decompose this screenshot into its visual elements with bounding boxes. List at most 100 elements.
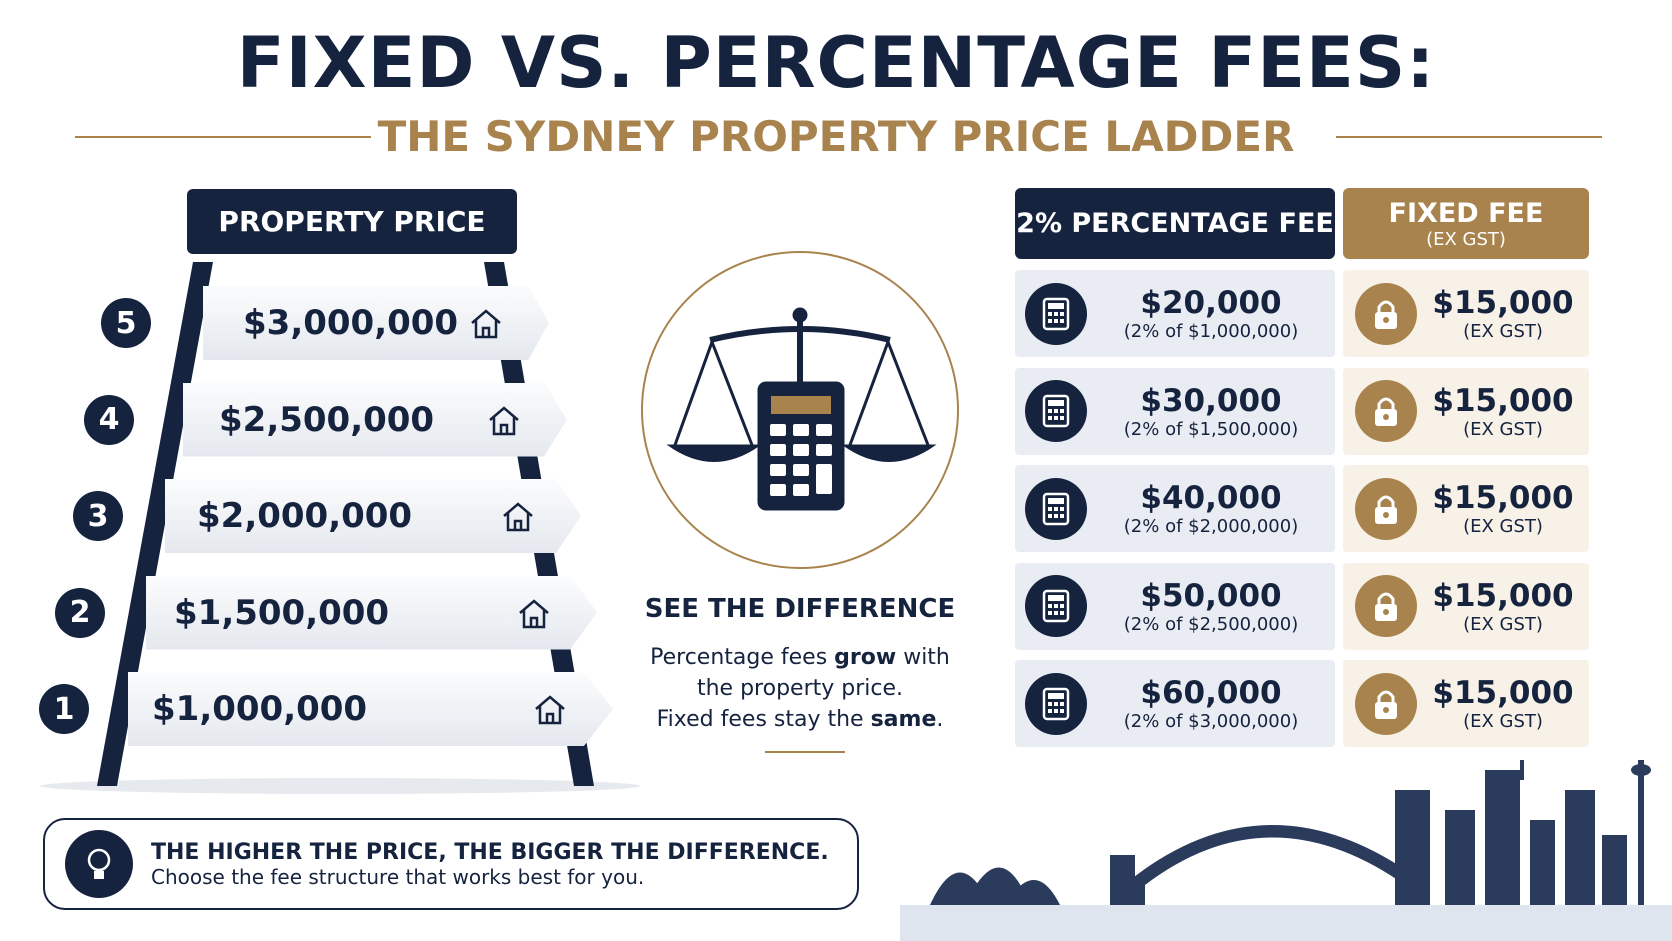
- percentage-note: (2% of $3,000,000): [1123, 711, 1299, 732]
- step-number: 2: [55, 587, 105, 638]
- fixed-note: (EX GST): [1463, 418, 1543, 440]
- percentage-header: 2% PERCENTAGE FEE: [1015, 188, 1335, 259]
- house: [486, 403, 522, 437]
- price: $1,500,000: [174, 592, 390, 633]
- footer-headline: THE HIGHER THE PRICE, THE BIGGER THE DIF…: [151, 839, 829, 865]
- footer-text: Choose the fee structure that works best…: [151, 864, 645, 889]
- fixed-cell: $15,000 (EX GST): [1343, 660, 1589, 747]
- percentage-fee: $60,000: [1140, 675, 1282, 711]
- fixed-header-note: (EX GST): [1426, 228, 1506, 250]
- ladder-step: $3,000,000: [203, 286, 549, 360]
- calc-icon: [1042, 589, 1070, 623]
- lock-badge: [1355, 575, 1417, 637]
- body-text: grow: [834, 645, 897, 670]
- percentage-cell: $30,000 (2% of $1,500,000): [1015, 367, 1335, 455]
- body-line: Fixed fees stay the same.: [600, 704, 1000, 735]
- body-text: Percentage fees: [650, 645, 835, 670]
- fixed-note: (EX GST): [1463, 321, 1543, 342]
- ladder-step: $1,000,000: [128, 672, 613, 746]
- bulb: [87, 848, 111, 879]
- percentage-fee: $30,000: [1140, 382, 1282, 419]
- fixed-header: FIXED FEE (EX GST): [1343, 188, 1589, 259]
- ladder-step: $2,500,000: [183, 382, 567, 457]
- body-line: the property price.: [600, 673, 1000, 704]
- body-line: Percentage fees grow with: [600, 642, 1000, 673]
- percentage-fee: $50,000: [1140, 577, 1282, 614]
- bulb-icon: [65, 830, 133, 898]
- fixed-text: $15,000 (EX GST): [1417, 383, 1589, 440]
- fixed-text: $15,000 (EX GST): [1417, 285, 1589, 342]
- calc-icon: [1042, 394, 1070, 428]
- center-heading: SEE THE DIFFERENCE: [644, 594, 956, 624]
- lock-badge: [1355, 672, 1417, 735]
- fixed-text: $15,000 (EX GST): [1417, 578, 1589, 635]
- calc-icon: [1042, 687, 1070, 720]
- percentage-text: $50,000 (2% of $2,500,000): [1087, 578, 1335, 635]
- calc-icon: [1042, 297, 1070, 330]
- percentage-note: (2% of $2,000,000): [1123, 516, 1299, 537]
- percentage-text: $20,000 (2% of $1,000,000): [1087, 285, 1335, 342]
- calc-badge: [1025, 380, 1087, 442]
- fixed-fee: $15,000: [1432, 675, 1574, 711]
- ladder-step: $2,000,000: [165, 479, 581, 553]
- house: [532, 692, 568, 726]
- percentage-text: $30,000 (2% of $1,500,000): [1087, 383, 1335, 440]
- fixed-note: (EX GST): [1463, 711, 1543, 732]
- fixed-header-title: FIXED FEE: [1388, 197, 1544, 229]
- house-icon: [535, 695, 565, 725]
- fixed-note: (EX GST): [1463, 516, 1543, 537]
- fixed-cell: $15,000 (EX GST): [1343, 270, 1589, 357]
- house: [500, 499, 536, 533]
- fixed-fee: $15,000: [1432, 480, 1574, 516]
- house-icon: [471, 309, 501, 339]
- calc-badge: [1025, 477, 1087, 540]
- fixed-cell: $15,000 (EX GST): [1343, 367, 1589, 455]
- lock-icon: [1375, 690, 1397, 719]
- footer-box: THE HIGHER THE PRICE, THE BIGGER THE DIF…: [43, 818, 859, 910]
- shadow: [40, 778, 640, 794]
- step-number: 3: [73, 491, 123, 541]
- calculator-keys: [770, 424, 832, 496]
- price: $2,500,000: [219, 399, 435, 440]
- percentage-cell: $20,000 (2% of $1,000,000): [1015, 270, 1335, 357]
- fixed-note: (EX GST): [1463, 613, 1543, 635]
- lock-badge: [1355, 477, 1417, 540]
- step-number: 5: [101, 298, 151, 348]
- percentage-cell: $50,000 (2% of $2,500,000): [1015, 562, 1335, 650]
- price: $1,000,000: [152, 689, 368, 729]
- step-number: 4: [84, 394, 134, 445]
- percentage-cell: $40,000 (2% of $2,000,000): [1015, 465, 1335, 552]
- ladder-step: $1,500,000: [146, 575, 597, 650]
- house-icon: [489, 405, 519, 435]
- price: $3,000,000: [243, 303, 459, 343]
- fixed-text: $15,000 (EX GST): [1417, 675, 1589, 732]
- center-body: Percentage fees grow with the property pr…: [600, 642, 1000, 735]
- house: [468, 306, 504, 340]
- fixed-cell: $15,000 (EX GST): [1343, 465, 1589, 552]
- house-icon: [519, 598, 549, 628]
- fixed-cell: $15,000 (EX GST): [1343, 562, 1589, 650]
- price: $2,000,000: [197, 496, 413, 536]
- percentage-fee: $40,000: [1140, 480, 1282, 516]
- fixed-text: $15,000 (EX GST): [1417, 480, 1589, 537]
- lock-badge: [1355, 380, 1417, 442]
- ladder-heading: PROPERTY PRICE: [187, 189, 517, 254]
- percentage-text: $40,000 (2% of $2,000,000): [1087, 480, 1335, 537]
- percentage-note: (2% of $1,500,000): [1123, 418, 1299, 440]
- skyline: [900, 760, 1672, 941]
- rule: [75, 136, 371, 138]
- subtitle: THE SYDNEY PROPERTY PRICE LADDER: [377, 112, 1295, 161]
- calc-badge: [1025, 282, 1087, 345]
- lock-badge: [1355, 282, 1417, 345]
- calculator-screen: [771, 396, 831, 414]
- body-text: the property price.: [696, 676, 903, 701]
- house-icon: [503, 502, 533, 532]
- calc-badge: [1025, 575, 1087, 637]
- lock-icon: [1375, 495, 1397, 524]
- lock-icon: [1375, 300, 1397, 329]
- percentage-note: (2% of $2,500,000): [1123, 613, 1299, 635]
- house: [516, 596, 552, 630]
- body-text: .: [936, 707, 944, 732]
- percentage-note: (2% of $1,000,000): [1123, 321, 1299, 342]
